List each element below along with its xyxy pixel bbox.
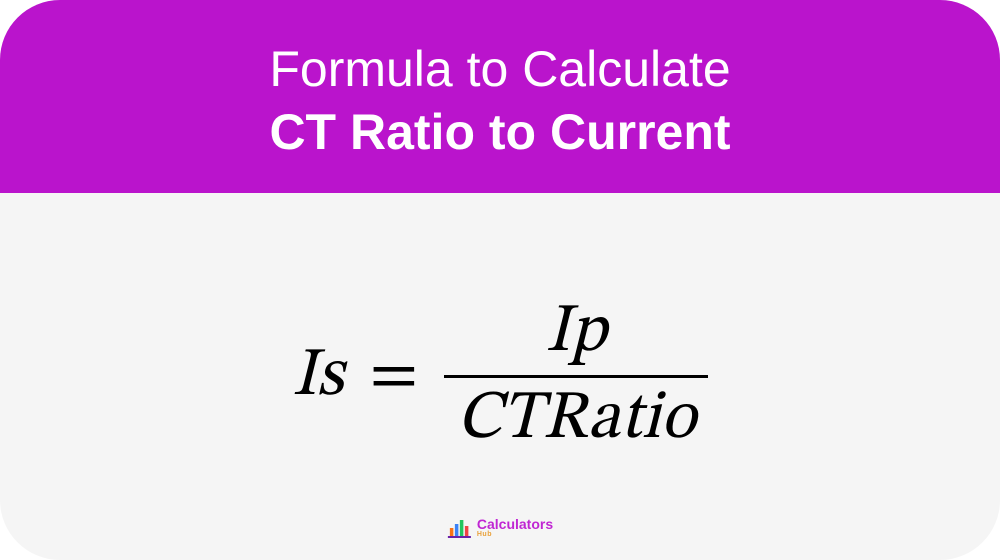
brand-logo: Calculators Hub [447, 516, 553, 538]
formula-numerator: Ip [534, 299, 619, 375]
header-line2: CT Ratio to Current [269, 101, 730, 164]
formula-fraction: Ip CTRatio [444, 299, 707, 454]
bar-chart-icon [447, 516, 473, 538]
formula-card: Formula to Calculate CT Ratio to Current… [0, 0, 1000, 560]
formula-equation: Is = Ip CTRatio [292, 299, 708, 454]
brand-text: Calculators Hub [477, 517, 553, 538]
header-line1: Formula to Calculate [269, 38, 730, 101]
card-body: Is = Ip CTRatio Calculators Hub [0, 193, 1000, 560]
brand-sub: Hub [477, 531, 553, 538]
formula-equals: = [369, 343, 418, 411]
brand-name: Calculators [477, 517, 553, 531]
formula-lhs: Is [292, 343, 343, 411]
formula-denominator: CTRatio [444, 375, 707, 454]
card-header: Formula to Calculate CT Ratio to Current [0, 0, 1000, 193]
